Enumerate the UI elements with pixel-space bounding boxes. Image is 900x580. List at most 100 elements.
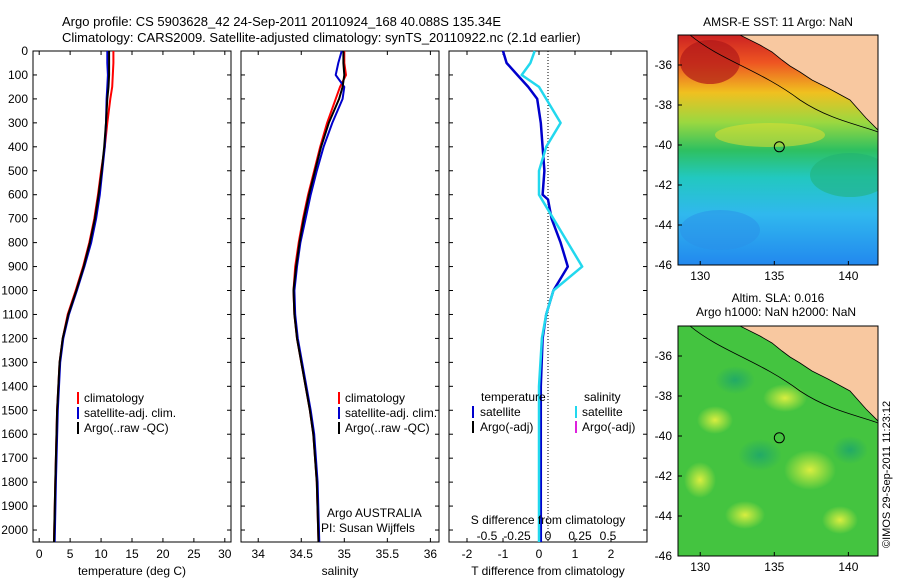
- legend-argo: Argo(..raw -QC): [345, 421, 430, 435]
- y-tick-label: -36: [655, 349, 673, 363]
- legend-climatology: climatology: [345, 391, 405, 405]
- y-tick-label: -44: [655, 509, 673, 523]
- sst-map-frame: [677, 34, 879, 266]
- difference-top-label: S difference from climatology: [471, 513, 626, 527]
- y-tick-label: 300: [8, 116, 28, 130]
- series-salinity-satellite: [520, 50, 584, 542]
- x-tick-label: 0: [536, 547, 543, 561]
- y-tick-label: 1600: [1, 427, 28, 441]
- y-tick-label: -40: [655, 429, 673, 443]
- temperature-series: [53, 51, 115, 543]
- sst-map-ticks: 130 135 140 -36 -38 -40 -42 -44 -46: [655, 58, 859, 283]
- y-tick-label: -46: [655, 258, 673, 272]
- x-tick-label: 130: [690, 269, 710, 283]
- salinity-series: [292, 50, 347, 543]
- x-tick-label: 0: [36, 547, 43, 561]
- x-tick-label: 130: [690, 560, 710, 574]
- sst-map-title: AMSR-E SST: 11 Argo: NaN: [703, 15, 853, 29]
- top-tick-1: -0.5: [477, 529, 498, 543]
- legend-argo: Argo(..raw -QC): [84, 421, 169, 435]
- legend-satellite: satellite-adj. clim.: [345, 406, 437, 420]
- temperature-axes-frame: [32, 50, 232, 543]
- temperature-y-ticks: 0 100 200 300 400 500 600 700 800 900 1000 1100 1200…: [1, 44, 231, 537]
- y-tick-label: 1000: [1, 284, 28, 298]
- difference-legend: temperature satellite Argo(-adj) salinit…: [472, 390, 635, 434]
- legend-heading-salinity: salinity: [584, 390, 621, 404]
- x-tick-label: 10: [94, 547, 108, 561]
- legend-temp-argo: Argo(-adj): [480, 420, 533, 434]
- sst-field: [678, 35, 878, 265]
- salinity-x-ticks: 34 34.5 35 35.5 36: [252, 51, 438, 561]
- y-tick-label: 0: [21, 44, 28, 58]
- contour-line: [689, 326, 878, 424]
- temperature-x-ticks: 0 5 10 15 20 25 30: [36, 51, 232, 561]
- y-tick-label: 500: [8, 164, 28, 178]
- y-tick-label: -46: [655, 549, 673, 563]
- x-tick-label: 135: [764, 269, 784, 283]
- legend-sal-argo: Argo(-adj): [582, 420, 635, 434]
- top-tick-3: 0: [545, 529, 552, 543]
- x-tick-label: 36: [424, 547, 438, 561]
- y-tick-label: 1300: [1, 355, 28, 369]
- salinity-legend: climatology satellite-adj. clim. Argo(..…: [338, 391, 437, 435]
- x-tick-label: 34.5: [290, 547, 314, 561]
- series-argo-raw-qc-: [292, 51, 346, 543]
- annotation-argo-australia: Argo AUSTRALIA: [327, 506, 422, 520]
- y-tick-label: -38: [655, 389, 673, 403]
- temperature-legend: climatology satellite-adj. clim. Argo(..…: [77, 391, 176, 435]
- y-tick-label: 700: [8, 212, 28, 226]
- y-tick-label: 1800: [1, 475, 28, 489]
- legend-climatology: climatology: [84, 391, 144, 405]
- x-tick-label: -1: [498, 547, 509, 561]
- legend-heading-temperature: temperature: [481, 390, 546, 404]
- y-tick-label: 1200: [1, 331, 28, 345]
- sla-map-ticks: 130 135 140 -36 -38 -40 -42 -44 -46: [655, 349, 859, 574]
- x-tick-label: 30: [218, 547, 232, 561]
- argo-float-marker: [773, 141, 785, 153]
- sla-map-panel: Altim. SLA: 0.016 Argo h1000: NaN h2000:…: [655, 291, 879, 574]
- top-tick-4: 0.25: [568, 529, 592, 543]
- legend-satellite: satellite-adj. clim.: [84, 406, 176, 420]
- x-tick-label: -2: [462, 547, 473, 561]
- sla-map-title: Altim. SLA: 0.016: [732, 291, 825, 305]
- y-tick-label: -44: [655, 218, 673, 232]
- contour-line: [689, 35, 878, 133]
- x-tick-label: 135: [764, 560, 784, 574]
- y-tick-label: -42: [655, 178, 673, 192]
- y-tick-label: -36: [655, 58, 673, 72]
- legend-temp-satellite: satellite: [480, 405, 521, 419]
- y-tick-label: 2000: [1, 523, 28, 537]
- x-tick-label: 25: [187, 547, 201, 561]
- sla-map-frame: [677, 325, 879, 557]
- x-tick-label: 15: [125, 547, 139, 561]
- argo-float-marker: [773, 432, 785, 444]
- top-tick-2: -0.25: [503, 529, 531, 543]
- x-tick-label: 140: [838, 269, 858, 283]
- header-subtitle: Climatology: CARS2009. Satellite-adjuste…: [62, 30, 581, 45]
- y-tick-label: 1700: [1, 451, 28, 465]
- temperature-x-label: temperature (deg C): [78, 564, 186, 578]
- y-tick-label: -38: [655, 98, 673, 112]
- australia-landmass: [739, 326, 878, 422]
- legend-sal-satellite: satellite: [582, 405, 623, 419]
- sst-map-panel: AMSR-E SST: 11 Argo: NaN 130 135 140 -36 -38…: [655, 15, 879, 283]
- y-tick-label: 200: [8, 92, 28, 106]
- salinity-axes-frame: [240, 50, 440, 543]
- x-tick-label: 35.5: [376, 547, 400, 561]
- australia-landmass: [739, 35, 878, 131]
- y-tick-label: 1500: [1, 403, 28, 417]
- header-title: Argo profile: CS 5903628_42 24-Sep-2011 …: [62, 14, 501, 29]
- x-tick-label: 5: [67, 547, 74, 561]
- x-tick-label: 1: [572, 547, 579, 561]
- sla-map-subtitle: Argo h1000: NaN h2000: NaN: [696, 305, 856, 319]
- y-tick-label: -42: [655, 469, 673, 483]
- difference-y-ticks: [449, 50, 647, 531]
- y-tick-label: 1900: [1, 499, 28, 513]
- y-tick-label: 100: [8, 68, 28, 82]
- y-tick-label: 600: [8, 188, 28, 202]
- x-tick-label: 35: [338, 547, 352, 561]
- salinity-y-ticks: [241, 50, 439, 531]
- x-tick-label: 34: [252, 547, 266, 561]
- difference-panel: -2 -1 0 1 2 S difference from climatology -0…: [448, 50, 648, 578]
